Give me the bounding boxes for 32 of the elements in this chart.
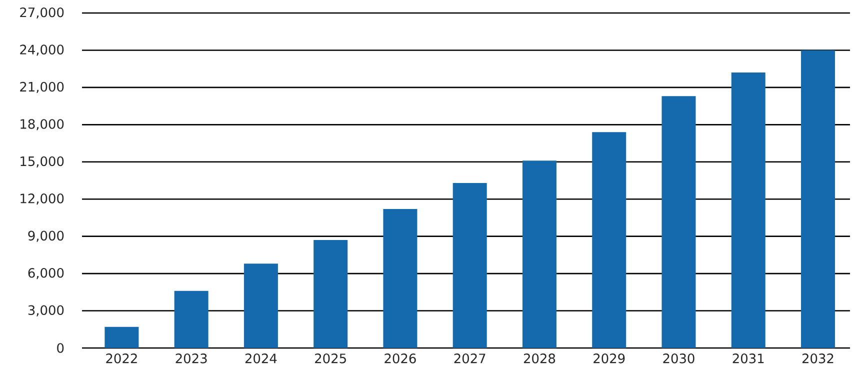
bar [522,160,556,348]
y-tick-label: 0 [57,343,64,353]
y-tick-label: 27,000 [20,7,64,19]
y-tick-label: 21,000 [20,82,64,93]
x-tick-label: 2027 [454,354,486,364]
y-tick-label: 24,000 [20,44,64,56]
bar [592,132,626,348]
y-tick-label: 12,000 [20,194,64,205]
x-tick-label: 2030 [663,354,694,364]
bar [104,326,139,348]
x-tick-label: 2022 [106,354,137,364]
x-tick-label: 2029 [594,354,625,364]
x-tick-label: 2031 [732,354,764,364]
bar [662,96,696,348]
y-tick-label: 15,000 [20,156,64,168]
x-tick-label: 2026 [384,354,416,364]
x-tick-label: 2028 [524,354,556,364]
y-tick-label: 9,000 [28,230,64,242]
y-tick-label: 3,000 [28,305,64,316]
bar [174,290,208,348]
y-tick-label: 6,000 [28,268,64,280]
bar [383,209,418,348]
x-tick-label: 2032 [802,354,834,364]
x-tick-label: 2024 [245,354,277,364]
bar [452,182,487,348]
bar [244,264,278,348]
bar [800,50,835,348]
bar [314,240,348,348]
x-tick-label: 2023 [176,354,207,364]
x-tick-label: 2025 [315,354,346,364]
bar [731,72,766,348]
y-tick-label: 18,000 [20,119,64,130]
